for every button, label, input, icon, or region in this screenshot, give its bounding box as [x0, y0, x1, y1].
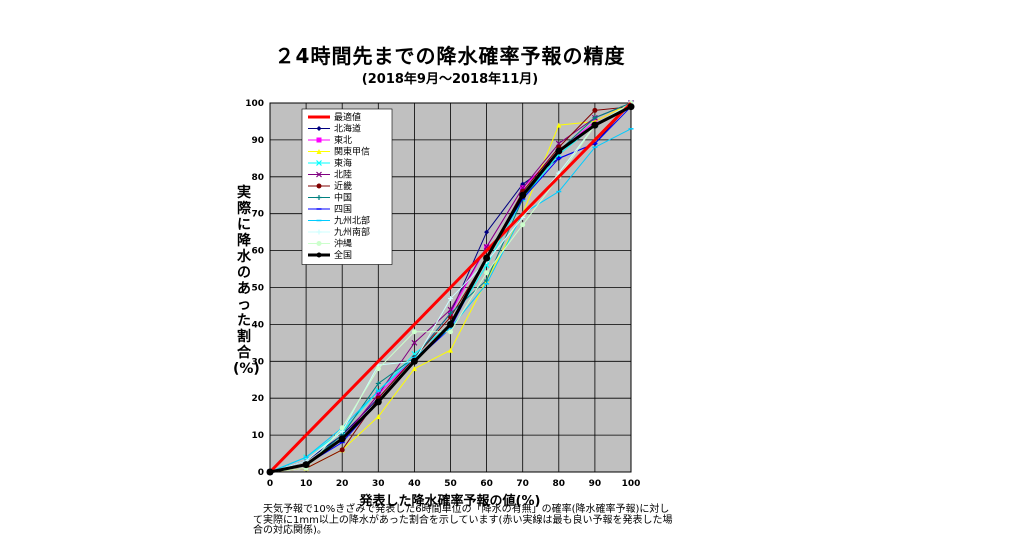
- data-point: [448, 347, 453, 353]
- data-point: [374, 398, 382, 406]
- x-tick-label: 100: [622, 479, 641, 489]
- y-tick-label: 50: [251, 284, 264, 294]
- series-12: [266, 103, 635, 476]
- data-point: [339, 425, 345, 431]
- data-point: [316, 241, 322, 246]
- data-point: [411, 366, 417, 372]
- legend-label: 沖縄: [334, 238, 352, 250]
- data-point: [448, 310, 453, 316]
- chart-subtitle: (2018年9月～2018年11月): [361, 72, 539, 87]
- series-line: [268, 101, 633, 474]
- data-point: [592, 115, 598, 121]
- data-point: [302, 461, 310, 469]
- legend-label: 全国: [334, 249, 352, 261]
- data-point: [410, 357, 418, 365]
- data-point: [316, 229, 322, 235]
- data-point: [266, 468, 274, 476]
- y-tick-label: 40: [251, 320, 264, 330]
- data-point: [316, 183, 322, 189]
- data-point: [411, 329, 417, 335]
- x-tick-label: 0: [267, 479, 273, 489]
- y-tick-label: 30: [251, 357, 264, 367]
- legend-label: 関東甲信: [334, 146, 370, 158]
- legend-label: 九州北部: [334, 215, 370, 227]
- legend-label: 四国: [334, 204, 352, 215]
- legend-label: 中国: [334, 192, 352, 204]
- data-point: [483, 254, 491, 262]
- x-tick-label: 40: [408, 479, 421, 489]
- data-point: [338, 435, 346, 443]
- data-point: [316, 126, 322, 131]
- data-point: [316, 252, 322, 258]
- legend-label: 東海: [334, 157, 352, 169]
- legend-label: 北陸: [334, 169, 352, 181]
- x-tick-label: 30: [372, 479, 385, 489]
- y-tick-label: 100: [245, 99, 264, 109]
- y-tick-label: 90: [251, 136, 264, 146]
- legend-label: 九州南部: [334, 226, 370, 238]
- y-axis-label: 実際に降水のあった割合(%): [233, 185, 260, 377]
- data-point: [592, 107, 598, 113]
- data-point: [339, 447, 345, 453]
- data-point: [448, 314, 453, 320]
- x-tick-label: 50: [444, 479, 457, 489]
- chart-note: 天気予報で10%きざみで発表した6時間単位の「降水の有無」の確率(降水確率予報)…: [253, 504, 673, 536]
- series-0: [268, 101, 633, 474]
- data-point: [556, 122, 562, 128]
- data-point: [447, 320, 454, 328]
- data-point: [627, 103, 635, 111]
- chart-title: ２4時間先までの降水確率予報の精度: [274, 44, 626, 68]
- data-point: [484, 270, 490, 276]
- legend-label: 近畿: [334, 180, 352, 192]
- x-tick-label: 60: [480, 479, 493, 489]
- legend-label: 東北: [334, 134, 352, 146]
- data-point: [411, 339, 418, 346]
- data-point: [591, 121, 599, 129]
- y-tick-label: 20: [251, 394, 264, 404]
- y-tick-label: 10: [251, 431, 264, 441]
- x-tick-label: 80: [553, 479, 566, 489]
- data-point: [519, 191, 527, 199]
- data-point: [375, 366, 381, 372]
- data-point: [520, 222, 526, 228]
- data-point: [375, 380, 381, 386]
- data-point: [448, 296, 453, 302]
- y-tick-label: 70: [251, 210, 264, 220]
- data-point: [484, 229, 490, 235]
- data-point: [316, 149, 322, 154]
- data-point: [375, 414, 381, 420]
- y-tick-label: 60: [251, 247, 264, 257]
- x-tick-label: 10: [300, 479, 313, 489]
- x-tick-label: 70: [516, 479, 529, 489]
- y-tick-label: 80: [251, 173, 264, 183]
- legend-label: 北海道: [334, 123, 361, 135]
- data-point: [316, 195, 322, 200]
- data-point: [448, 329, 453, 335]
- data-point: [555, 147, 563, 155]
- x-axis-label: 発表した降水確率予報の値(%): [359, 494, 541, 509]
- x-tick-label: 90: [589, 479, 602, 489]
- y-tick-label: 0: [258, 468, 264, 478]
- data-point: [316, 171, 322, 178]
- data-point: [316, 160, 322, 166]
- legend-label: 最適値: [334, 111, 361, 123]
- x-tick-label: 20: [336, 479, 349, 489]
- data-point: [316, 137, 322, 143]
